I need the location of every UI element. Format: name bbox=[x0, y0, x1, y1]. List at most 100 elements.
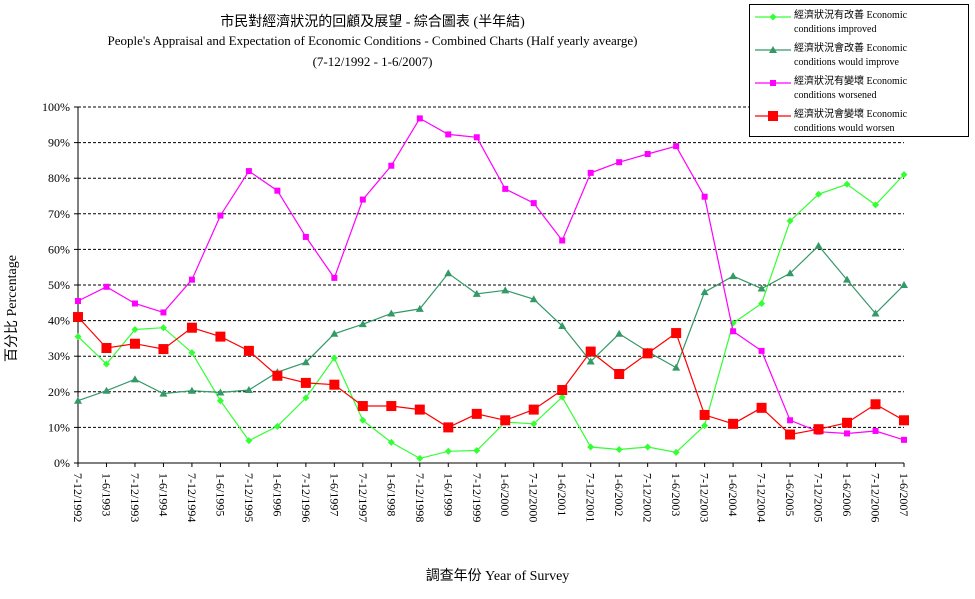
series-improved bbox=[74, 171, 908, 462]
data-point bbox=[587, 169, 594, 176]
data-point bbox=[215, 331, 226, 342]
legend: 經濟狀況有改善 Economic conditions improved 經濟狀況… bbox=[749, 4, 969, 137]
data-point bbox=[559, 237, 566, 244]
x-tick-label: 1-6/2007 bbox=[897, 473, 911, 516]
data-point bbox=[700, 288, 709, 296]
chart-date-range: (7-12/1992 - 1-6/2007) bbox=[312, 54, 433, 69]
data-point bbox=[758, 347, 765, 354]
x-tick-label: 7-12/2004 bbox=[755, 473, 769, 522]
x-tick-label: 1-6/2003 bbox=[669, 473, 683, 516]
x-tick-label: 1-6/1997 bbox=[327, 473, 341, 516]
data-point bbox=[330, 329, 339, 337]
legend-label-worsened: 經濟狀況有變壞 Economic conditions worsened bbox=[794, 76, 908, 101]
data-point bbox=[870, 399, 881, 410]
data-point bbox=[901, 436, 907, 443]
x-tick-label: 7-12/1993 bbox=[128, 473, 142, 522]
data-point bbox=[672, 448, 680, 456]
data-point bbox=[129, 338, 140, 349]
data-point bbox=[357, 401, 368, 412]
data-point bbox=[530, 420, 538, 428]
x-tick-label: 7-12/2006 bbox=[869, 473, 883, 522]
data-point bbox=[302, 394, 310, 402]
data-point bbox=[74, 396, 82, 404]
y-tick-label: 20% bbox=[48, 385, 70, 399]
y-tick-label: 40% bbox=[48, 314, 70, 328]
x-tick-label: 1-6/1996 bbox=[270, 473, 284, 516]
data-point bbox=[899, 415, 909, 426]
x-tick-label: 7-12/1997 bbox=[356, 473, 370, 522]
data-point bbox=[359, 416, 367, 424]
data-point bbox=[842, 417, 853, 428]
data-point bbox=[615, 329, 624, 337]
data-point bbox=[615, 445, 623, 453]
series-worsened bbox=[75, 115, 907, 443]
data-point bbox=[273, 422, 281, 430]
legend-label-improved: 經濟狀況有改善 Economic conditions improved bbox=[794, 10, 908, 35]
data-point bbox=[216, 397, 224, 405]
data-point bbox=[302, 233, 309, 240]
data-point bbox=[671, 328, 682, 339]
data-point bbox=[245, 437, 253, 445]
data-point bbox=[416, 454, 424, 462]
data-point bbox=[473, 134, 480, 141]
data-point bbox=[329, 379, 340, 390]
data-point bbox=[557, 385, 568, 396]
data-point bbox=[243, 345, 254, 356]
data-point bbox=[501, 286, 510, 294]
data-point bbox=[586, 357, 595, 365]
data-point bbox=[188, 276, 195, 283]
data-point bbox=[814, 241, 823, 249]
x-tick-label: 7-12/1995 bbox=[242, 473, 256, 522]
data-point bbox=[701, 422, 709, 430]
data-point bbox=[500, 415, 511, 426]
data-point bbox=[159, 324, 167, 332]
x-tick-label: 7-12/1998 bbox=[413, 473, 427, 522]
x-tick-label: 7-12/2003 bbox=[698, 473, 712, 522]
legend-marker bbox=[769, 13, 777, 21]
legend-sample-improved bbox=[755, 13, 791, 21]
series-line-worsened bbox=[77, 117, 905, 441]
data-point bbox=[585, 346, 596, 357]
data-point bbox=[301, 358, 310, 366]
legend-sample-worsened bbox=[755, 80, 791, 86]
data-point bbox=[101, 343, 112, 354]
y-tick-label: 60% bbox=[48, 242, 70, 256]
data-point bbox=[699, 409, 710, 420]
y-tick-labels: 0% 10% 20% 30% 40% 50% 60% 70% 80% 90% 100% bbox=[42, 100, 70, 470]
y-axis-label: 百分比 Percentage bbox=[5, 255, 20, 362]
data-point bbox=[415, 304, 424, 312]
data-point bbox=[502, 185, 509, 192]
x-tick-label: 7-12/2000 bbox=[527, 473, 541, 522]
data-point bbox=[103, 283, 110, 290]
y-tick-label: 80% bbox=[48, 171, 70, 185]
legend-sample-would-worsen bbox=[755, 111, 791, 121]
data-point bbox=[159, 389, 168, 397]
data-point bbox=[75, 298, 81, 305]
x-tick-label: 1-6/2005 bbox=[783, 473, 797, 516]
x-tick-label: 1-6/2002 bbox=[612, 473, 626, 516]
data-point bbox=[587, 443, 595, 451]
data-point bbox=[558, 393, 566, 401]
y-tick-label: 100% bbox=[42, 100, 70, 114]
x-tick-label: 7-12/2001 bbox=[584, 473, 598, 522]
data-point bbox=[274, 187, 281, 194]
data-point bbox=[443, 422, 454, 433]
data-point bbox=[186, 322, 197, 333]
y-tick-label: 30% bbox=[48, 349, 70, 363]
data-point bbox=[785, 429, 796, 440]
data-point bbox=[473, 447, 481, 455]
data-point bbox=[245, 168, 252, 175]
legend-item-would-improve: 經濟狀況會改善 Economic conditions would improve bbox=[750, 41, 968, 69]
data-point bbox=[900, 171, 908, 179]
data-point bbox=[131, 300, 138, 307]
data-point bbox=[843, 180, 851, 188]
legend-marker bbox=[768, 111, 778, 121]
data-point bbox=[644, 150, 651, 157]
data-point bbox=[300, 377, 311, 388]
data-point bbox=[158, 344, 169, 355]
x-tick-label: 1-6/1998 bbox=[384, 473, 398, 516]
data-point bbox=[444, 447, 452, 455]
x-tick-label: 7-12/2005 bbox=[812, 473, 826, 522]
data-point bbox=[73, 312, 83, 323]
